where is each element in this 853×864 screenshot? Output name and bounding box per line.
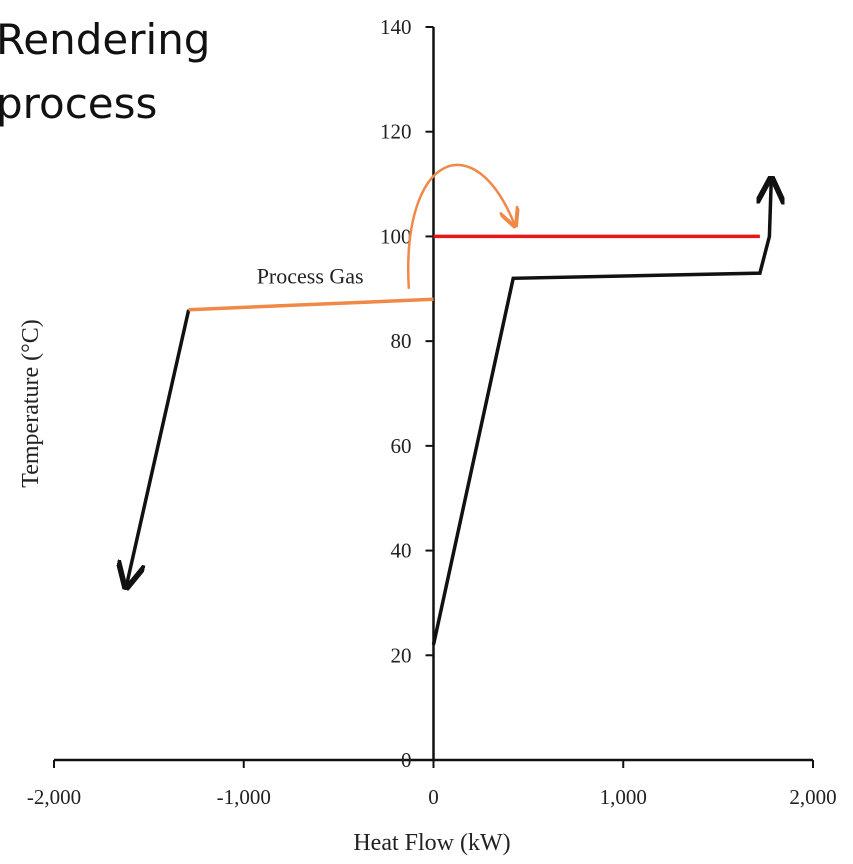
annotation-process-gas: Process Gas (257, 264, 364, 289)
series-layer (126, 179, 772, 646)
y-tick-label: 40 (391, 539, 412, 563)
x-tick-label: -2,000 (27, 785, 81, 809)
x-tick-label: -1,000 (217, 785, 271, 809)
y-axis-label: Temperature (°C) (18, 319, 44, 488)
x-axis-label: Heat Flow (kW) (353, 830, 510, 856)
y-tick-label: 20 (391, 643, 412, 667)
y-tick-label: 140 (380, 15, 412, 39)
y-tick-label: 0 (401, 748, 412, 772)
x-tick-label: 2,000 (789, 785, 836, 809)
y-tick-label: 80 (391, 329, 412, 353)
y-tick-label: 120 (380, 120, 412, 144)
heat-transfer-curved-arrow (406, 163, 515, 289)
series-line-0 (126, 309, 191, 588)
annotation-layer: Process Gas (257, 163, 515, 289)
x-tick-label: 0 (428, 785, 439, 809)
y-tick-label: 60 (391, 434, 412, 458)
x-tick-label: 1,000 (600, 785, 647, 809)
slide-title: Rendering process (0, 15, 211, 128)
series-line-3 (431, 179, 772, 646)
axes: -2,000 -1,000 0 1,000 2,000 0 20 40 60 80 100 120 14… (18, 15, 837, 856)
series-line-1 (188, 297, 434, 312)
y-tick-label: 100 (380, 224, 412, 248)
